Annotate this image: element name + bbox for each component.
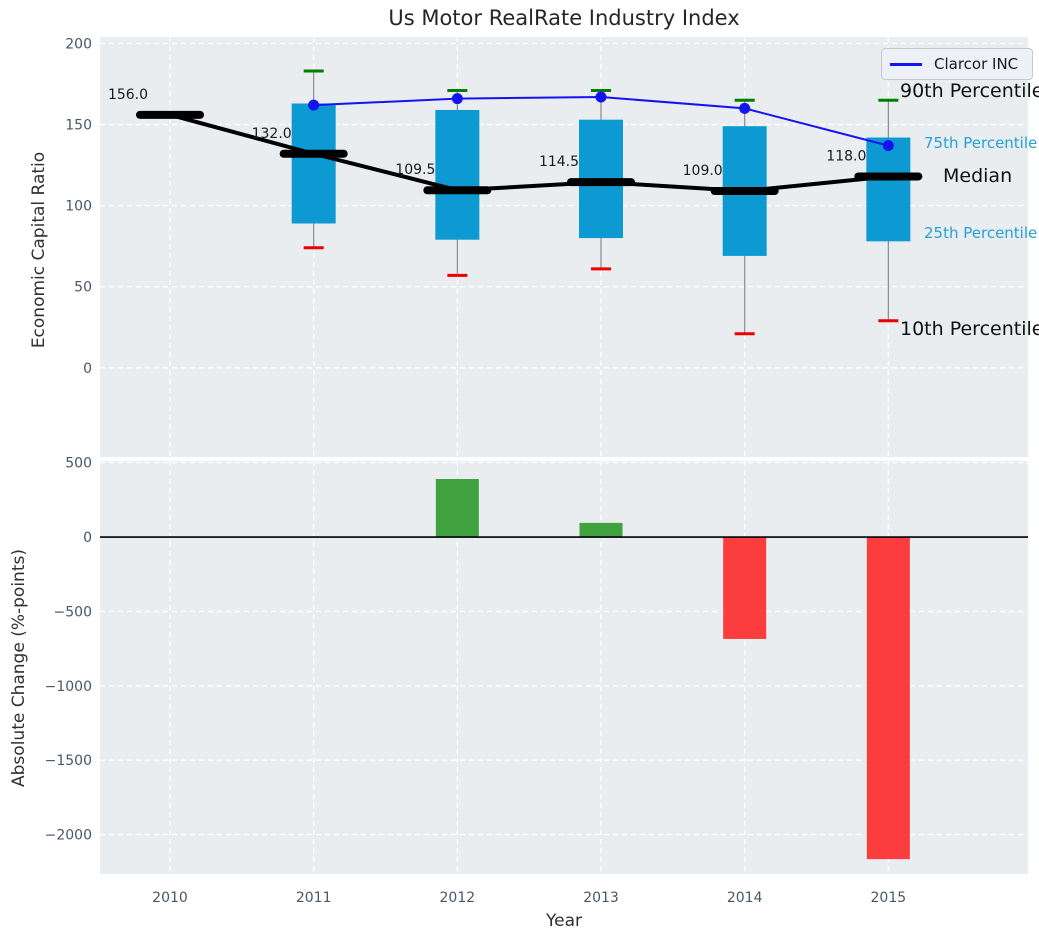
bottom-y-tick-label: −500: [54, 604, 92, 620]
top-y-tick-label: 200: [65, 36, 92, 52]
top-y-axis-label: Economic Capital Ratio: [29, 151, 49, 349]
legend: Clarcor INC: [881, 48, 1033, 80]
bottom-y-tick-label: 0: [83, 530, 92, 546]
x-tick-label: 2011: [296, 890, 332, 906]
chart-title: Us Motor RealRate Industry Index: [388, 6, 740, 30]
median-value-label: 132.0: [252, 126, 292, 142]
bottom-y-axis-label: Absolute Change (%-points): [9, 549, 29, 787]
bottom-y-tick-label: −2000: [45, 828, 92, 844]
median-value-label: 109.5: [395, 162, 435, 178]
iqr-box-2012: [435, 109, 480, 240]
x-tick-label: 2012: [440, 890, 476, 906]
median-value-label: 156.0: [108, 87, 148, 103]
iqr-box-2015: [866, 137, 911, 242]
label-90th-percentile: 90th Percentile: [900, 80, 1039, 102]
company-marker: [882, 140, 894, 152]
x-tick-label: 2013: [583, 890, 619, 906]
median-value-label: 114.5: [539, 154, 579, 170]
bottom-y-tick-label: −1000: [45, 679, 92, 695]
top-y-tick-label: 150: [65, 118, 92, 134]
legend-line-swatch: [890, 62, 922, 66]
label-10th-percentile: 10th Percentile: [900, 318, 1039, 340]
label-75th-percentile: 75th Percentile: [924, 134, 1038, 152]
x-axis-label: Year: [546, 911, 582, 931]
median-value-label: 118.0: [826, 148, 866, 164]
label-median: Median: [943, 165, 1013, 187]
x-tick-label: 2015: [871, 890, 907, 906]
top-y-tick-label: 50: [74, 280, 92, 296]
iqr-box-2011: [291, 103, 336, 224]
company-marker: [451, 93, 463, 105]
legend-label: Clarcor INC: [934, 55, 1019, 73]
company-marker: [595, 91, 607, 103]
x-tick-label: 2014: [727, 890, 763, 906]
top-plot-area: [100, 37, 1028, 457]
x-tick-label: 2010: [152, 890, 188, 906]
change-bar-2013: [579, 522, 623, 538]
change-bar-2014: [723, 537, 767, 639]
label-25th-percentile: 25th Percentile: [924, 224, 1038, 242]
company-marker: [308, 99, 320, 111]
top-y-tick-label: 0: [83, 361, 92, 377]
change-bar-2015: [866, 537, 910, 860]
bottom-y-tick-label: 500: [65, 456, 92, 472]
median-value-label: 109.0: [683, 163, 723, 179]
company-marker: [739, 102, 751, 114]
change-bar-2012: [435, 479, 479, 538]
top-y-tick-label: 100: [65, 199, 92, 215]
bottom-y-tick-label: −1500: [45, 753, 92, 769]
